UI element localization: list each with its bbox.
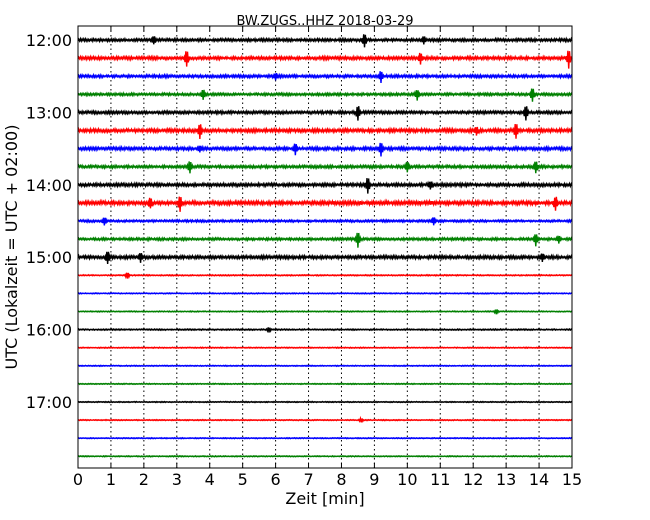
trace-1315 bbox=[77, 123, 573, 139]
trace-1645 bbox=[77, 382, 573, 386]
trace-1400 bbox=[77, 178, 573, 194]
x-axis-ticks: 0 1 2 3 4 5 6 7 8 9 10 11 12 13 14 15 bbox=[73, 26, 582, 489]
chart-title: BW.ZUGS..HHZ 2018-03-29 bbox=[236, 14, 413, 29]
trace-1230 bbox=[77, 71, 573, 83]
trace-1445 bbox=[77, 232, 573, 248]
trace-1430 bbox=[77, 217, 573, 226]
trace-1300 bbox=[77, 106, 573, 121]
x-tick-label: 15 bbox=[562, 470, 582, 489]
x-axis-label: Zeit [min] bbox=[285, 489, 364, 508]
x-tick-label: 9 bbox=[369, 470, 379, 489]
x-tick-label: 5 bbox=[238, 470, 248, 489]
x-tick-label: 8 bbox=[336, 470, 346, 489]
trace-1515 bbox=[77, 272, 573, 280]
x-tick-label: 2 bbox=[139, 470, 149, 489]
trace-1345 bbox=[77, 161, 573, 174]
trace-1215 bbox=[77, 50, 573, 69]
x-tick-label: 3 bbox=[172, 470, 182, 489]
trace-1245 bbox=[77, 88, 573, 102]
trace-1715 bbox=[77, 415, 573, 423]
trace-1600 bbox=[77, 327, 573, 333]
y-tick-label: 16:00 bbox=[26, 321, 72, 340]
x-tick-label: 10 bbox=[397, 470, 417, 489]
traces bbox=[77, 34, 573, 458]
x-tick-label: 6 bbox=[271, 470, 281, 489]
y-tick-label: 15:00 bbox=[26, 248, 72, 267]
y-tick-label: 14:00 bbox=[26, 176, 72, 195]
trace-1615 bbox=[77, 346, 573, 350]
x-tick-label: 7 bbox=[303, 470, 313, 489]
y-axis-ticks: 12:00 13:00 14:00 15:00 16:00 17:00 bbox=[26, 31, 572, 412]
trace-1745 bbox=[77, 454, 573, 458]
x-tick-label: 11 bbox=[430, 470, 450, 489]
trace-1200 bbox=[77, 34, 573, 48]
x-tick-label: 0 bbox=[73, 470, 83, 489]
x-tick-label: 14 bbox=[529, 470, 549, 489]
trace-1700 bbox=[77, 400, 573, 404]
grid bbox=[110, 26, 540, 468]
trace-1330 bbox=[77, 142, 573, 157]
x-tick-label: 1 bbox=[106, 470, 116, 489]
trace-1730 bbox=[77, 436, 573, 440]
y-tick-label: 12:00 bbox=[26, 31, 72, 50]
y-axis-label: UTC (Lokalzeit = UTC + 02:00) bbox=[2, 125, 21, 370]
x-tick-label: 4 bbox=[205, 470, 215, 489]
x-tick-label: 12 bbox=[463, 470, 483, 489]
trace-1545 bbox=[77, 309, 573, 315]
x-tick-label: 13 bbox=[496, 470, 516, 489]
y-tick-label: 13:00 bbox=[26, 103, 72, 122]
trace-1630 bbox=[77, 364, 573, 368]
trace-1530 bbox=[77, 291, 573, 295]
y-tick-label: 17:00 bbox=[26, 393, 72, 412]
plot-frame bbox=[77, 25, 573, 469]
trace-1415 bbox=[77, 196, 573, 212]
trace-1500 bbox=[77, 251, 573, 264]
